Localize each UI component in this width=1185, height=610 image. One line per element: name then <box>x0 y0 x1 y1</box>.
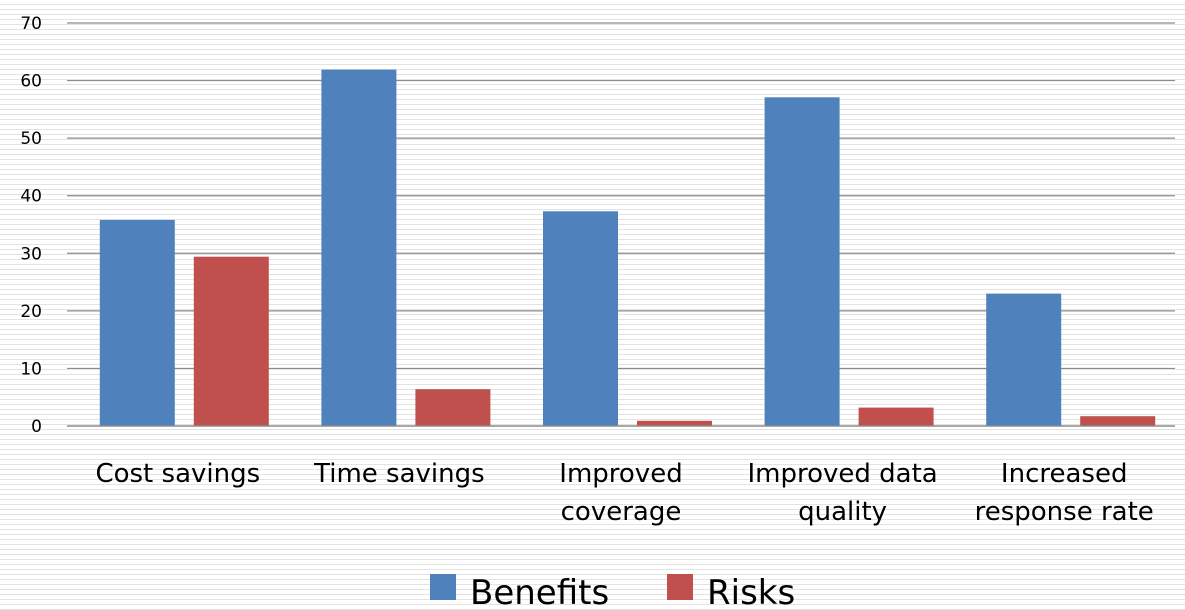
bar-benefits-5 <box>986 293 1062 426</box>
category-label-3: Improved coverage <box>559 459 682 527</box>
bars <box>99 69 1156 427</box>
y-tick-label-60: 60 <box>20 72 42 92</box>
category-label-line: Cost savings <box>95 459 260 489</box>
legend: Benefits Risks <box>430 573 795 610</box>
y-tick-label-50: 50 <box>20 129 42 149</box>
y-axis-tick-labels: 0 10 20 30 40 50 60 70 <box>20 14 42 437</box>
bar-risks-1 <box>193 256 269 426</box>
bar-risks-3 <box>637 420 712 426</box>
category-label-line: coverage <box>561 497 682 527</box>
category-label-line: quality <box>798 497 887 527</box>
category-label-4: Improved data quality <box>747 459 937 527</box>
bar-risks-2 <box>415 389 491 426</box>
legend-label-benefits: Benefits <box>470 573 609 610</box>
category-label-line: Increased <box>1001 459 1128 489</box>
legend-swatch-benefits <box>430 574 456 600</box>
y-tick-label-0: 0 <box>31 417 42 437</box>
category-labels: Cost savings Time savings Improved coverage… <box>95 459 1153 527</box>
bar-risks-4 <box>858 407 934 426</box>
bar-benefits-1 <box>99 219 175 426</box>
bar-risks-5 <box>1080 416 1156 426</box>
y-tick-label-40: 40 <box>20 187 42 207</box>
category-label-line: response rate <box>975 497 1154 527</box>
legend-swatch-risks <box>667 574 693 600</box>
y-tick-label-10: 10 <box>20 359 42 379</box>
bar-benefits-4 <box>764 97 840 427</box>
bar-benefits-2 <box>321 69 397 426</box>
category-label-line: Time savings <box>313 459 485 489</box>
category-label-line: Improved data <box>747 459 937 489</box>
y-tick-label-30: 30 <box>20 244 42 264</box>
legend-label-risks: Risks <box>707 573 795 610</box>
y-tick-label-20: 20 <box>20 302 42 322</box>
category-label-1: Cost savings <box>95 459 260 489</box>
category-label-line: Improved <box>559 459 682 489</box>
bar-benefits-3 <box>543 211 618 426</box>
y-tick-label-70: 70 <box>20 14 42 34</box>
category-label-2: Time savings <box>313 459 485 489</box>
category-label-5: Increased response rate <box>975 459 1154 527</box>
